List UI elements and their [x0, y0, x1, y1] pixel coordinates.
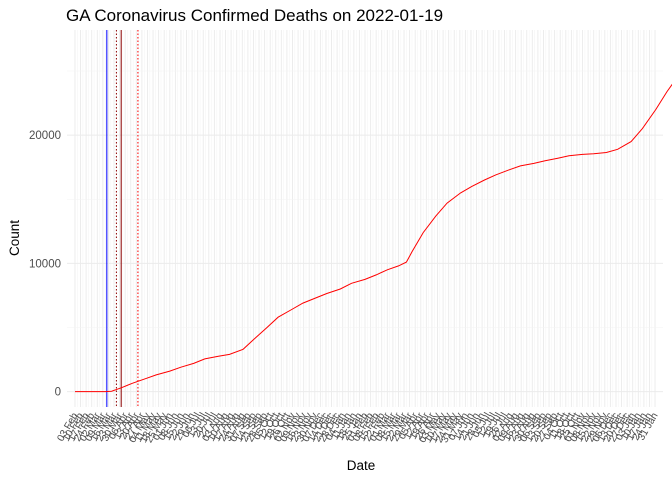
- y-tick-label: 10000: [29, 258, 61, 270]
- series-line: [75, 83, 672, 393]
- y-axis-label: Count: [7, 220, 22, 256]
- series-group: [75, 83, 672, 393]
- reference-lines: [106, 30, 139, 407]
- grid-lines: [67, 30, 663, 407]
- y-tick-label: 0: [55, 387, 61, 399]
- y-tick-label: 20000: [29, 130, 61, 142]
- y-axis-ticks: 0 10000 20000: [29, 130, 61, 398]
- chart-title: GA Coronavirus Confirmed Deaths on 2022-…: [66, 6, 444, 25]
- x-axis-label: Date: [347, 458, 376, 473]
